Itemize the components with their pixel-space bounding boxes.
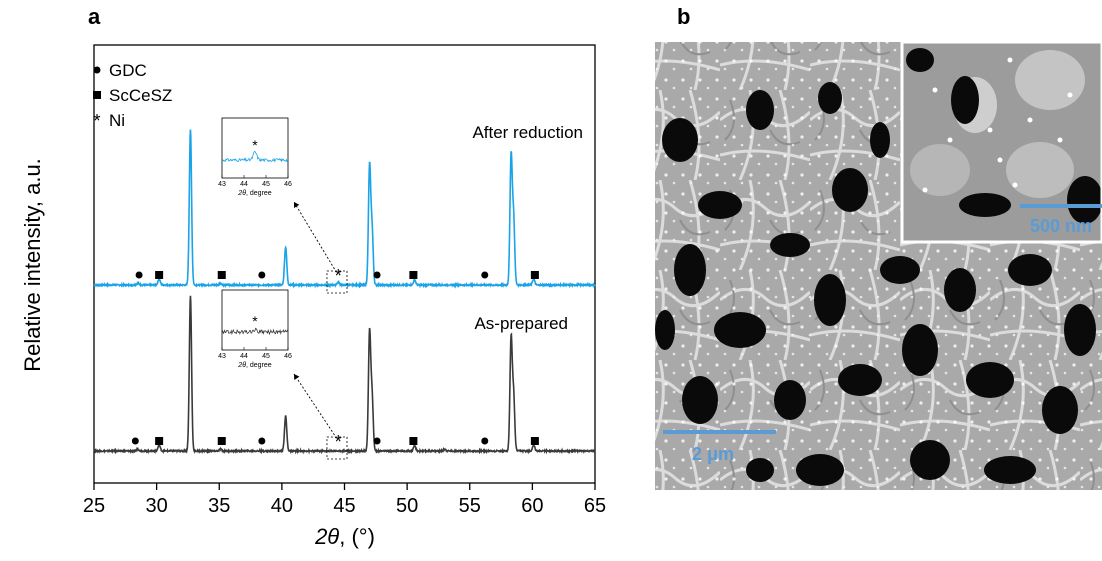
marker-square (155, 271, 164, 279)
inset-arrowhead (294, 202, 300, 208)
marker-circle (135, 271, 143, 279)
inset-tick-label: 44 (240, 181, 248, 188)
scale-label-inset: 500 nm (1030, 216, 1092, 236)
sem-image (655, 42, 1102, 490)
x-tick-label: 55 (459, 495, 481, 517)
marker-square (93, 91, 101, 99)
panel-a-letter: a (88, 4, 101, 29)
marker-circle (258, 271, 266, 279)
x-tick-label: 60 (521, 495, 543, 517)
x-axis-ticks: 25 30 35 40 45 50 55 60 65 (83, 483, 606, 517)
inset-tick-label: 46 (284, 181, 292, 188)
series-label: After reduction (472, 123, 583, 142)
inset-trace (221, 151, 289, 163)
inset-arrow (293, 201, 335, 270)
inset-star: * (252, 137, 258, 153)
inset-arrowhead (294, 374, 300, 380)
marker-square (409, 271, 418, 279)
marker-circle (481, 437, 489, 445)
x-tick-label: 45 (333, 495, 355, 517)
x-axis-label: 2θ, (°) (314, 524, 375, 549)
x-tick-label: 30 (146, 495, 168, 517)
inset-tick-label: 44 (240, 353, 248, 360)
x-tick-label: 35 (208, 495, 230, 517)
marker-circle (93, 66, 101, 74)
inset-tick-label: 43 (218, 181, 226, 188)
marker-star: * (93, 111, 100, 131)
scale-label-main: 2 μm (692, 444, 734, 464)
x-tick-label: 25 (83, 495, 105, 517)
series-label: As-prepared (474, 314, 568, 333)
xrd-plot: 25 30 35 40 45 50 55 60 65 Relative intensity, a… (20, 44, 606, 549)
marker-square (217, 271, 226, 279)
legend: GDC ScCeSZ * Ni (93, 61, 172, 131)
traces: After reduction * As-prepared * (93, 123, 596, 460)
y-axis-label: Relative intensity, a.u. (20, 158, 45, 372)
legend-label: Ni (109, 111, 125, 130)
inset-trace (221, 327, 289, 336)
marker-square (217, 437, 226, 445)
plot-frame (93, 44, 596, 484)
x-tick-label: 65 (584, 495, 606, 517)
inset-tick-label: 46 (284, 353, 292, 360)
marker-circle (131, 437, 139, 445)
x-tick-label: 50 (396, 495, 418, 517)
marker-circle (481, 271, 489, 279)
marker-star: * (335, 432, 342, 452)
inset-tick-label: 45 (262, 353, 270, 360)
trace-after-reduction (93, 129, 596, 289)
marker-square (530, 437, 539, 445)
legend-label: GDC (109, 61, 147, 80)
marker-circle (373, 437, 381, 445)
insets: * 43 44 45 46 2θ, degree * 43 44 45 46 2θ, degree (218, 117, 335, 436)
inset-xlabel: 2θ, degree (237, 190, 271, 197)
sem-inset (900, 42, 1102, 244)
legend-label: ScCeSZ (109, 86, 172, 105)
marker-square (409, 437, 418, 445)
inset-tick-label: 45 (262, 181, 270, 188)
inset-frame (221, 117, 289, 179)
panel-b-letter: b (677, 4, 690, 29)
marker-circle (258, 437, 266, 445)
marker-square (530, 271, 539, 279)
inset-tick-label: 43 (218, 353, 226, 360)
pores (655, 82, 1096, 486)
x-tick-label: 40 (271, 495, 293, 517)
marker-circle (373, 271, 381, 279)
inset-frame (221, 289, 289, 351)
inset-arrow (293, 373, 335, 436)
zoom-box (326, 436, 348, 460)
marker-star: * (335, 266, 342, 286)
marker-square (155, 437, 164, 445)
inset-star: * (252, 313, 258, 329)
zoom-box (326, 270, 348, 294)
inset-xlabel: 2θ, degree (237, 362, 271, 369)
trace-as-prepared (93, 295, 596, 455)
